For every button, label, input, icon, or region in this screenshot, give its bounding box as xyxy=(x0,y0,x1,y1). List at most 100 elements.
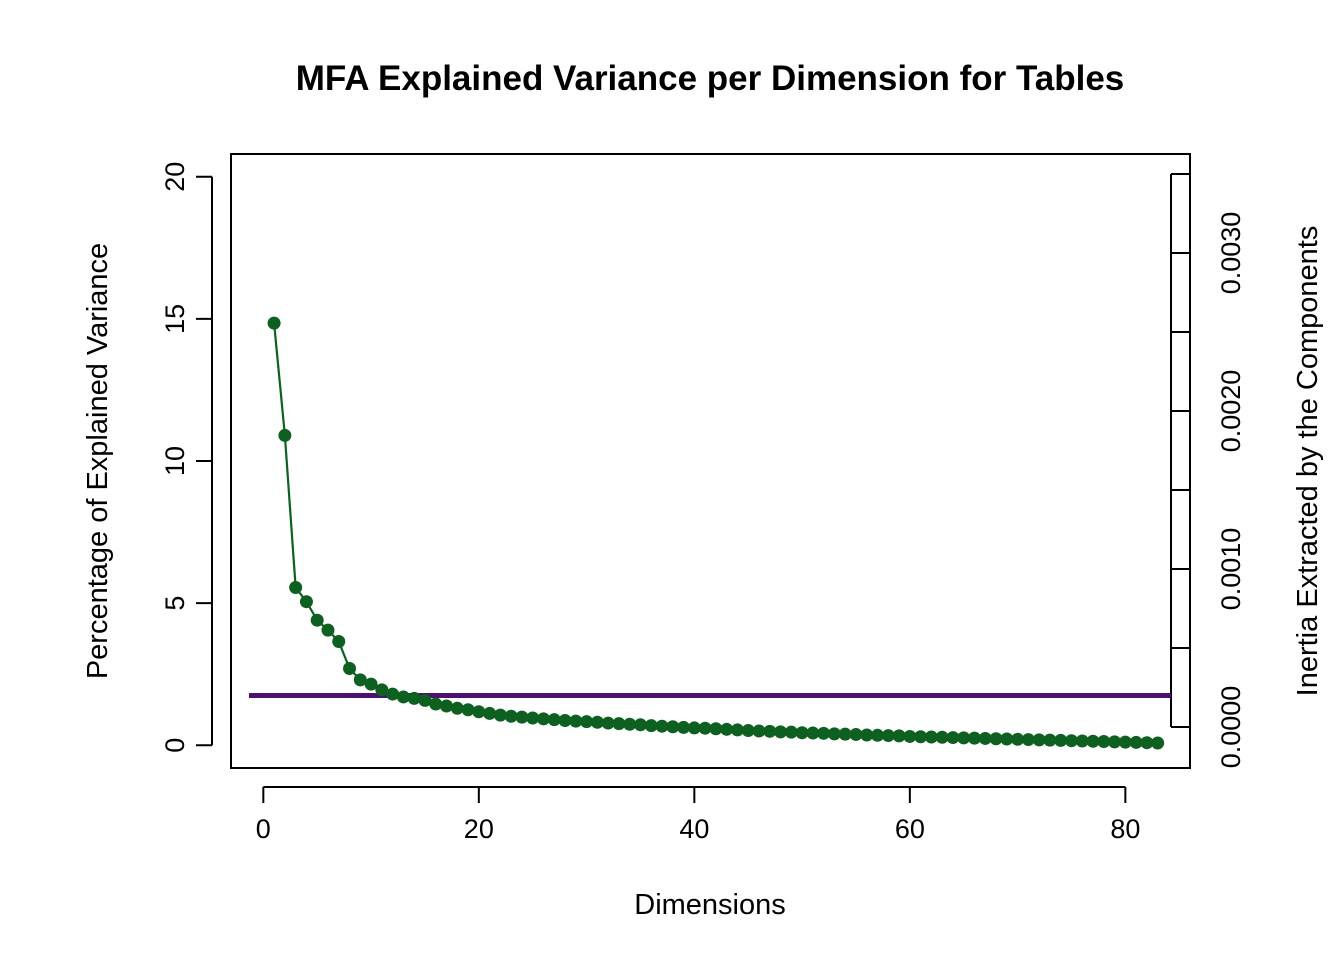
data-point xyxy=(881,729,895,743)
series-group xyxy=(267,316,1165,750)
x-tick-label: 80 xyxy=(1110,814,1140,844)
data-point xyxy=(838,727,852,741)
data-point xyxy=(924,730,938,744)
y-axis-label: Percentage of Explained Variance xyxy=(82,243,114,679)
data-point xyxy=(666,720,680,734)
data-point xyxy=(730,723,744,737)
data-point xyxy=(299,595,313,609)
data-point xyxy=(461,703,475,717)
data-point xyxy=(698,721,712,735)
data-point xyxy=(267,316,281,330)
data-point xyxy=(946,731,960,745)
data-point xyxy=(806,726,820,740)
data-point xyxy=(709,722,723,736)
data-point xyxy=(860,728,874,742)
y-tick-label: 5 xyxy=(160,596,190,611)
data-point xyxy=(289,581,303,594)
data-point xyxy=(1129,735,1143,749)
y-tick-label: 10 xyxy=(160,446,190,476)
data-point xyxy=(472,705,486,719)
data-point xyxy=(375,683,389,697)
data-point xyxy=(687,721,701,735)
secondary-tick-label: 0.0030 xyxy=(1216,212,1246,295)
data-point xyxy=(278,428,292,442)
x-tick-label: 0 xyxy=(256,814,271,844)
data-point xyxy=(774,725,788,739)
data-point xyxy=(1140,736,1154,750)
data-point xyxy=(763,724,777,738)
data-point xyxy=(795,726,809,740)
x-axis: 0 20 40 60 80 xyxy=(256,786,1140,844)
data-point xyxy=(1021,733,1035,747)
secondary-y-axis: 0.0000 0.0010 0.0020 0.0030 xyxy=(1170,173,1246,769)
data-point xyxy=(1054,733,1068,747)
data-point xyxy=(493,708,507,722)
data-point xyxy=(1086,734,1100,748)
data-point xyxy=(515,710,529,724)
secondary-tick-label: 0.0010 xyxy=(1216,528,1246,611)
data-point xyxy=(396,690,410,704)
data-point xyxy=(989,732,1003,746)
data-point xyxy=(601,716,615,730)
data-point xyxy=(1064,734,1078,748)
data-point xyxy=(386,687,400,701)
y-tick-label: 15 xyxy=(160,304,190,334)
data-point xyxy=(310,613,324,627)
data-point xyxy=(1032,733,1046,747)
y-tick-label: 0 xyxy=(160,738,190,753)
data-point xyxy=(612,717,626,731)
data-point xyxy=(1043,733,1057,747)
data-point xyxy=(353,673,367,687)
data-point xyxy=(580,715,594,729)
data-point xyxy=(871,728,885,742)
x-axis-label: Dimensions xyxy=(634,889,786,921)
y-axis: 0 5 10 15 20 xyxy=(160,162,213,753)
data-point xyxy=(1075,734,1089,748)
data-point xyxy=(849,727,863,741)
data-point xyxy=(364,677,378,691)
data-point xyxy=(547,713,561,727)
data-point xyxy=(741,723,755,737)
data-point xyxy=(1011,732,1025,746)
data-point xyxy=(784,725,798,739)
data-point xyxy=(321,623,335,637)
data-point xyxy=(720,722,734,736)
data-point xyxy=(569,714,583,728)
data-point xyxy=(903,729,917,743)
data-point xyxy=(935,730,949,744)
data-point xyxy=(1097,735,1111,749)
data-point xyxy=(1108,735,1122,749)
data-point xyxy=(483,706,497,720)
data-point xyxy=(892,729,906,743)
data-point xyxy=(1151,736,1165,750)
data-point xyxy=(526,711,540,725)
data-point xyxy=(1000,732,1014,746)
x-tick-label: 20 xyxy=(464,814,494,844)
x-tick-label: 60 xyxy=(895,814,925,844)
x-tick-label: 40 xyxy=(679,814,709,844)
data-point xyxy=(418,693,432,707)
data-point xyxy=(957,731,971,745)
secondary-tick-label: 0.0020 xyxy=(1216,370,1246,453)
data-point xyxy=(623,717,637,731)
data-point xyxy=(440,699,454,713)
data-point xyxy=(332,635,346,648)
data-point xyxy=(429,697,443,711)
data-point xyxy=(914,730,928,744)
data-point xyxy=(504,709,518,723)
secondary-tick-label: 0.0000 xyxy=(1216,686,1246,769)
data-point xyxy=(590,715,604,729)
data-point xyxy=(752,724,766,738)
data-point xyxy=(655,719,669,733)
data-point xyxy=(407,691,421,705)
data-point xyxy=(967,731,981,745)
data-point xyxy=(558,714,572,728)
data-point xyxy=(343,662,357,676)
secondary-y-axis-label: Inertia Extracted by the Components xyxy=(1292,226,1324,697)
data-point xyxy=(633,718,647,732)
data-point xyxy=(644,719,658,733)
y-tick-label: 20 xyxy=(160,162,190,192)
data-point xyxy=(817,726,831,740)
data-point xyxy=(536,712,550,726)
